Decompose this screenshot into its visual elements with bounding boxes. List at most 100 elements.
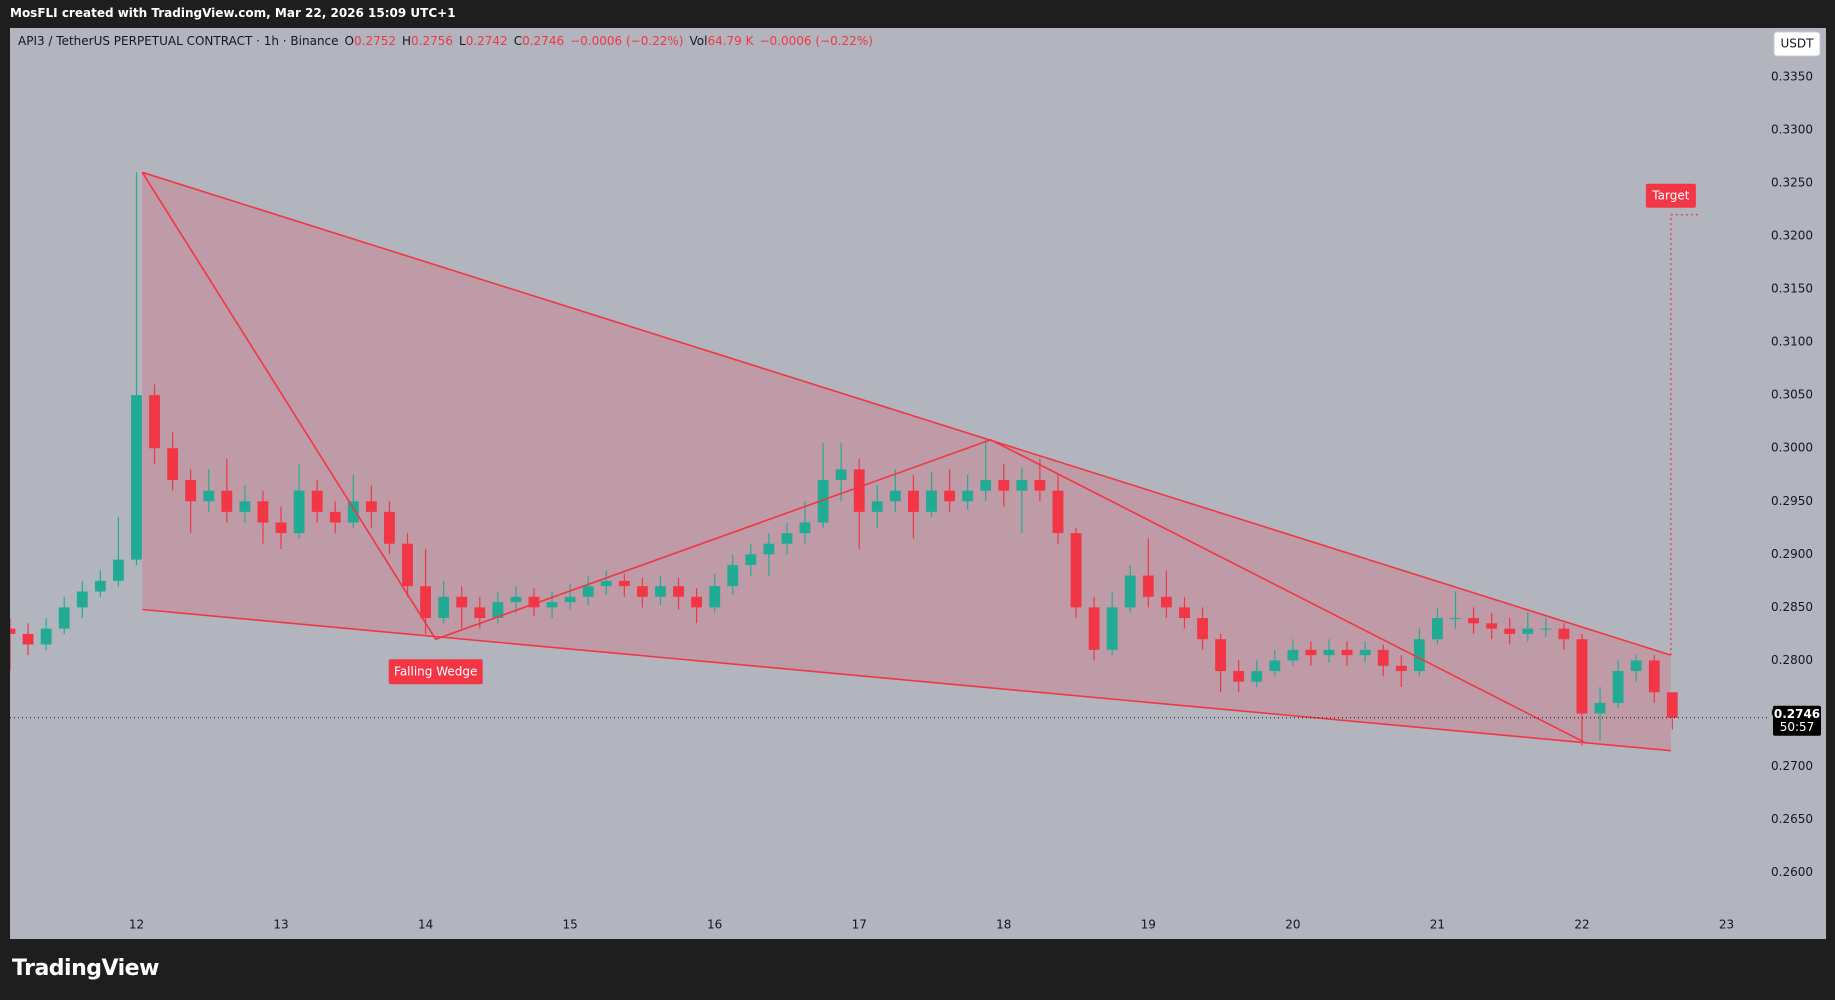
- ohlc-value: 0.2752: [353, 34, 396, 48]
- currency-button[interactable]: [1773, 31, 1821, 57]
- candle-body: [709, 586, 721, 608]
- x-tick-label: 17: [852, 918, 867, 932]
- candle-body: [1540, 628, 1552, 630]
- candle-body: [1305, 649, 1317, 656]
- candle-body: [76, 591, 88, 608]
- candle-body: [1070, 533, 1082, 608]
- candle-body: [1323, 649, 1335, 656]
- candle-body: [40, 628, 52, 645]
- candle-body: [1558, 628, 1570, 640]
- y-tick-label: 0.3050: [1771, 388, 1813, 402]
- candle-body: [1413, 639, 1425, 672]
- y-tick-label: 0.2700: [1771, 759, 1813, 773]
- candle-body: [528, 596, 540, 608]
- candle-body: [1269, 660, 1281, 672]
- candle-body: [167, 448, 179, 481]
- volume-label: Vol: [689, 34, 708, 48]
- candle-body: [1576, 639, 1588, 714]
- candle-body: [456, 596, 468, 608]
- ohlc-label: L: [459, 34, 466, 48]
- y-tick-label: 0.2850: [1771, 600, 1813, 614]
- candle-body: [1504, 628, 1516, 634]
- x-tick-label: 21: [1430, 918, 1445, 932]
- x-tick-label: 13: [273, 918, 288, 932]
- candle-body: [275, 522, 287, 534]
- target-box: [1645, 183, 1696, 208]
- candle-body: [853, 469, 865, 512]
- candle-body: [871, 501, 883, 512]
- candle-body: [1612, 671, 1624, 703]
- change: −0.0006 (−0.22%): [570, 34, 684, 48]
- candle-body: [311, 490, 323, 512]
- volume-value: 64.79 K: [707, 34, 754, 48]
- candle-body: [131, 395, 142, 560]
- legend: API3 / TetherUS PERPETUAL CONTRACT · 1h …: [18, 34, 873, 48]
- candle-body: [1034, 480, 1046, 491]
- candle-body: [799, 522, 811, 534]
- candle-body: [673, 586, 684, 597]
- candle-body: [582, 586, 594, 597]
- ohlc-label: C: [513, 34, 523, 48]
- candle-body: [781, 533, 793, 544]
- candle-body: [239, 501, 251, 512]
- candle-body: [1106, 607, 1118, 650]
- volume-change: −0.0006 (−0.22%): [759, 34, 873, 48]
- candle-body: [384, 511, 395, 544]
- x-tick-label: 15: [562, 918, 577, 932]
- y-tick-label: 0.3150: [1771, 282, 1813, 296]
- candle-body: [1287, 649, 1299, 661]
- candle-body: [347, 501, 359, 523]
- wedge-upper-line: [142, 171, 1672, 656]
- candle-body: [1666, 692, 1678, 718]
- y-tick-label: 0.3000: [1771, 441, 1813, 455]
- candle-body: [1160, 596, 1172, 608]
- candle-body: [817, 480, 829, 523]
- last-price-label: 0.2746: [1774, 707, 1820, 721]
- x-tick-label: 18: [996, 918, 1011, 932]
- ohlc-item: C0.2746: [514, 34, 564, 48]
- x-tick-label: 23: [1719, 918, 1734, 932]
- candle-body: [221, 490, 233, 512]
- ohlc-item: H0.2756: [402, 34, 453, 48]
- candle-body: [1016, 480, 1028, 491]
- candle-body: [926, 490, 937, 512]
- candle-body: [1377, 649, 1389, 666]
- x-tick-label: 14: [418, 918, 433, 932]
- credit: MosFLI created with TradingView.com, Mar…: [10, 6, 456, 20]
- candle-body: [1142, 575, 1154, 597]
- pattern-label: Falling Wedge: [394, 665, 477, 679]
- candle-body: [58, 607, 70, 629]
- candle-body: [1341, 649, 1353, 656]
- chart-panel: [10, 28, 1826, 939]
- last-price-box: [1773, 705, 1821, 736]
- y-tick-label: 0.3100: [1771, 335, 1813, 349]
- countdown: 50:57: [1780, 720, 1815, 734]
- ohlc-label: O: [344, 34, 354, 48]
- ohlc-value: 0.2746: [522, 34, 565, 48]
- y-tick-label: 0.2950: [1771, 494, 1813, 508]
- candle-body: [763, 543, 775, 555]
- candle-body: [1124, 575, 1136, 608]
- candle-body: [1052, 490, 1064, 534]
- candle-body: [908, 490, 919, 512]
- ohlc-value: 0.2756: [411, 34, 454, 48]
- currency: USDT: [1781, 37, 1815, 51]
- x-tick-label: 22: [1574, 918, 1589, 932]
- candle-body: [1630, 660, 1642, 672]
- logo: TradingView: [12, 956, 159, 981]
- candle-body: [655, 586, 666, 597]
- ohlc-item: L0.2742: [459, 34, 508, 48]
- candle-body: [112, 559, 124, 581]
- x-tick-label: 12: [129, 918, 144, 932]
- candle-body: [474, 607, 486, 618]
- candle-body: [1251, 671, 1263, 682]
- candle-body: [600, 580, 612, 587]
- y-tick-label: 0.2600: [1771, 865, 1813, 879]
- symbol: API3 / TetherUS PERPETUAL CONTRACT · 1h …: [18, 34, 339, 48]
- candle-body: [1197, 618, 1208, 640]
- ohlc-value: 0.2742: [465, 34, 508, 48]
- plot: Target Falling Wedge: [10, 171, 1767, 752]
- x-tick-label: 19: [1141, 918, 1156, 932]
- candle-body: [329, 511, 341, 523]
- candle-body: [944, 490, 955, 502]
